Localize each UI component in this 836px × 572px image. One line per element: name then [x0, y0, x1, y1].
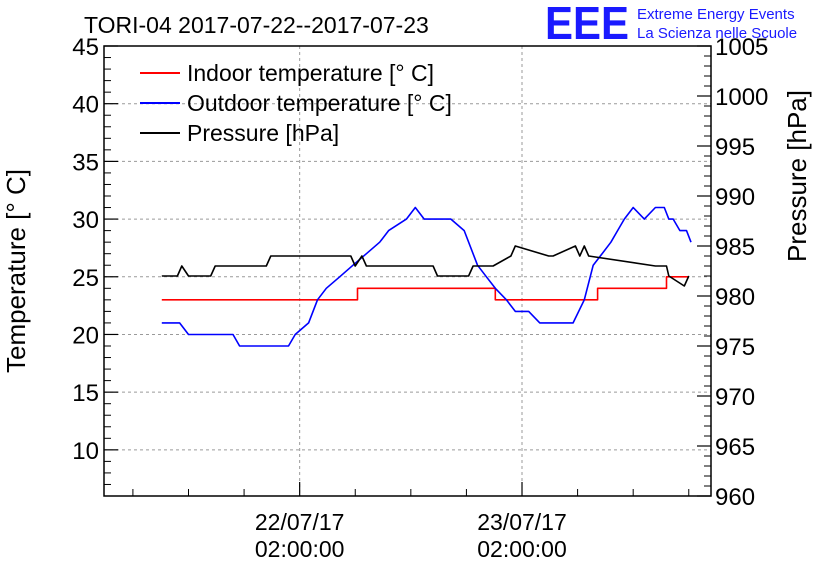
plot-frame [103, 45, 712, 497]
y2-tick-label: 965 [715, 434, 755, 461]
y2-tick-label: 980 [715, 284, 755, 311]
y-tick-label: 15 [72, 380, 99, 407]
x-tick-label: 23/07/17 [477, 509, 567, 535]
y2-tick-label: 990 [715, 184, 755, 211]
y-tick-label: 30 [72, 207, 99, 234]
plot-series [161, 206, 692, 347]
x-tick-label: 02:00:00 [477, 536, 567, 562]
y-tick-label: 25 [72, 265, 99, 292]
logo-line1: Extreme Energy Events [637, 6, 795, 23]
y2-tick-label: 985 [715, 234, 755, 261]
grid [104, 46, 711, 496]
y-axis-title: Temperature [° C] [1, 169, 31, 373]
logo-mark: EEE [545, 0, 629, 49]
y2-tick-label: 970 [715, 384, 755, 411]
x-tick-label: 22/07/17 [255, 509, 345, 535]
y-tick-label: 45 [72, 34, 99, 61]
left-axis: 10 15 20 25 30 35 40 45 [72, 34, 118, 497]
legend-label: Outdoor temperature [° C] [187, 90, 452, 116]
y-tick-label: 20 [72, 322, 99, 349]
logo-line2: La Scienza nelle Scuole [637, 25, 797, 42]
x-tick-label: 02:00:00 [255, 536, 345, 562]
y-tick-label: 40 [72, 92, 99, 119]
y-tick-label: 35 [72, 149, 99, 176]
y2-tick-label: 960 [715, 484, 755, 511]
eee-logo: EEE Extreme Energy Events La Scienza nel… [545, 0, 797, 49]
y2-tick-label: 1005 [715, 34, 768, 61]
legend: Indoor temperature [° C] Outdoor temperat… [140, 60, 452, 146]
y2-tick-label: 975 [715, 334, 755, 361]
y2-tick-label: 995 [715, 134, 755, 161]
y2-axis-title: Pressure [hPa] [782, 90, 812, 262]
chart-title: TORI-04 2017-07-22--2017-07-23 [84, 12, 429, 38]
y2-tick-label: 1000 [715, 84, 768, 111]
y-tick-label: 10 [72, 438, 99, 465]
legend-label: Pressure [hPa] [187, 120, 339, 146]
series-line-1 [161, 275, 689, 301]
right-axis: 960 965 970 975 980 985 990 995 1000 1005 [697, 34, 768, 511]
legend-label: Indoor temperature [° C] [187, 60, 434, 86]
series-line-2 [161, 206, 692, 347]
series-line-3 [161, 245, 690, 287]
